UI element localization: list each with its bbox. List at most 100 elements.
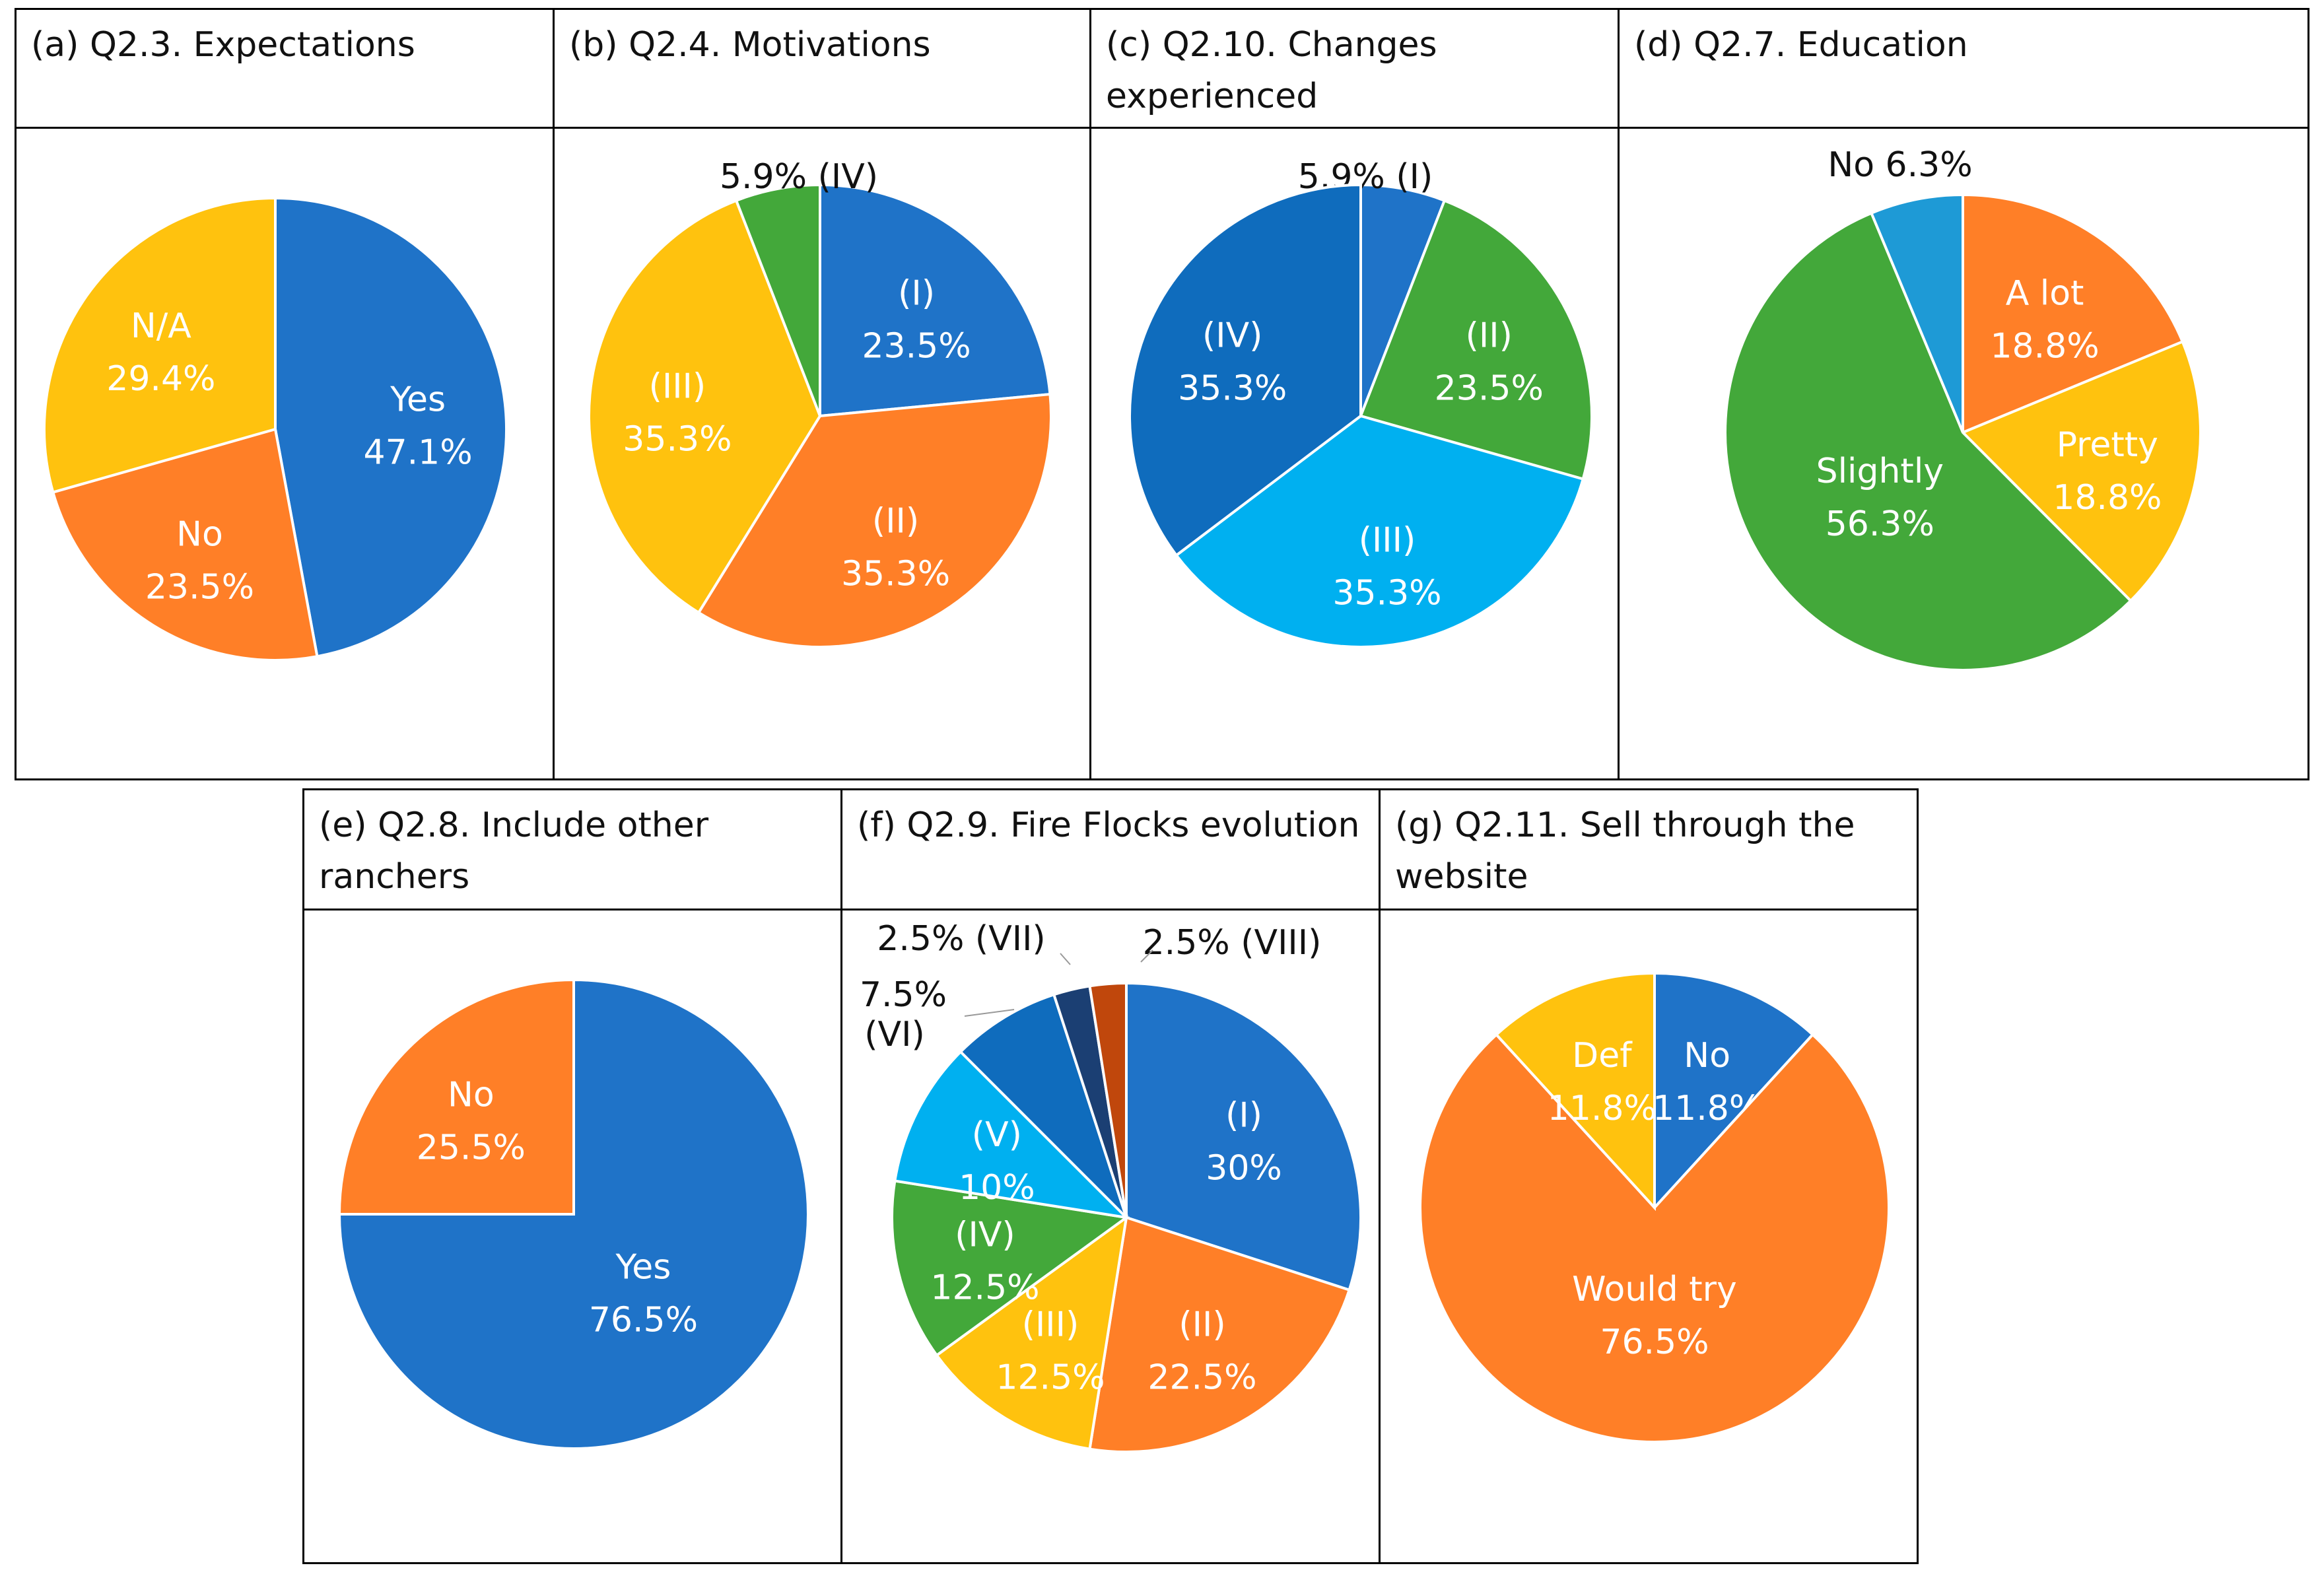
chart-panel-changes-experienced: (c) Q2.10. Changes experienced 5.9% (I)(… <box>1089 8 1620 780</box>
pie-chart: Yes 76.5% No 25.5% <box>337 978 809 1450</box>
pie-slice-2-5-viii <box>1088 981 1128 1218</box>
slice-label: (IV) <box>955 1215 1015 1254</box>
slice-label: Would try <box>1572 1270 1737 1309</box>
slice-label: No 6.3% <box>1828 145 1972 185</box>
slice-value-label: 47.1% <box>363 432 472 472</box>
pie-slice-iii <box>588 199 822 615</box>
slice-value-label: 11.8% <box>1548 1089 1657 1128</box>
chart-panel-expectations: (a) Q2.3. Expectations Yes 47.1% No 23.5% N/… <box>15 8 555 780</box>
slice-value-label: 22.5% <box>1147 1358 1256 1398</box>
slice-label: (III) <box>1022 1305 1079 1345</box>
pie-slice-ii <box>697 392 1052 648</box>
pie-slice-i <box>819 183 1052 418</box>
chart-panel-education: (d) Q2.7. Education A lot 18.8% Pretty 18.8… <box>1618 8 2309 780</box>
slice-label: No <box>176 514 223 554</box>
pie-slice-5-9-iv <box>734 183 821 417</box>
chart-panel-sell-through-website: (g) Q2.11. Sell through the website No 11… <box>1379 788 1919 1564</box>
slice-value-label: 35.3% <box>841 554 950 594</box>
slice-value-label: 12.5% <box>930 1268 1039 1307</box>
pie-chart: (I) 23.5% (II) 35.3% (III) 35.3% 5.9% (IV) <box>588 157 1052 648</box>
pie-slice-slightly <box>1724 211 2133 671</box>
slice-value-label: 35.3% <box>1178 368 1287 408</box>
pie-slice-yes <box>274 196 508 658</box>
pie-slice-no-6-3 <box>1869 193 1964 433</box>
slice-value-label: 25.5% <box>417 1128 526 1167</box>
leader-line <box>1140 949 1153 963</box>
chart-panel-motivations: (b) Q2.4. Motivations (I) 23.5% (II) 35.3%(… <box>553 8 1091 780</box>
slice-value-label: 23.5% <box>1435 368 1544 408</box>
pie-slice-no <box>51 427 319 662</box>
slice-label: (V) <box>972 1115 1022 1155</box>
leader-line <box>1060 953 1071 965</box>
pie-slice-v <box>893 1050 1130 1219</box>
slice-value-label: 56.3% <box>1826 504 1934 544</box>
slice-value-label: 35.3% <box>623 419 732 459</box>
slice-value-label: 76.5% <box>589 1300 698 1340</box>
slice-label: (IV) <box>1202 316 1262 355</box>
pie-slice-def <box>1494 971 1656 1212</box>
pie-slice-iv <box>891 1179 1130 1357</box>
pie-slice-ii <box>1088 1216 1351 1453</box>
slice-value-label: 30% <box>1206 1149 1282 1188</box>
slice-value-label: 76.5% <box>1600 1322 1709 1362</box>
pie-slice-pretty <box>1960 339 2202 603</box>
slice-value-label: 23.5% <box>145 567 254 607</box>
pie-slice-iii <box>1174 414 1585 648</box>
slice-label: (I) <box>898 274 935 314</box>
chart-title: (g) Q2.11. Sell through the website <box>1381 790 1917 910</box>
slice-label: 2.5% (VII) <box>877 919 1045 959</box>
slice-label: (VI) <box>864 1015 924 1054</box>
pie-slice-n-a <box>43 196 277 495</box>
slice-label: No <box>1684 1036 1730 1076</box>
chart-panel-fire-flocks-evolution: (f) Q2.9. Fire Flocks evolution (I) 30% (I… <box>840 788 1381 1564</box>
slice-label: (II) <box>872 501 919 541</box>
slice-label: 2.5% (VIII) <box>1143 923 1322 963</box>
pie-slice-i <box>1125 981 1362 1292</box>
slice-value-label: 29.4% <box>106 359 215 399</box>
slice-label: N/A <box>131 306 191 346</box>
slice-label: Slightly <box>1816 452 1944 491</box>
slice-label: (I) <box>1225 1096 1262 1136</box>
chart-title: (f) Q2.9. Fire Flocks evolution <box>842 790 1379 910</box>
pie-chart: Yes 47.1% No 23.5% N/A 29.4% <box>43 196 508 662</box>
slice-value-label: 35.3% <box>1332 573 1441 613</box>
chart-title: (c) Q2.10. Changes experienced <box>1091 10 1618 129</box>
chart-title: (a) Q2.3. Expectations <box>17 10 553 129</box>
pie-chart: 5.9% (I)(II)23.5%(III)35.3%(IV)35.3% <box>1128 157 1593 648</box>
slice-value-label: 12.5% <box>996 1358 1105 1398</box>
slice-label: Yes <box>390 380 446 419</box>
slice-label: (II) <box>1179 1305 1225 1345</box>
pie-slice-iii <box>935 1214 1128 1451</box>
chart-title: (b) Q2.4. Motivations <box>555 10 1089 129</box>
pie-slice-iv <box>1128 183 1362 557</box>
leader-line <box>964 1009 1015 1017</box>
pie-slice-would-try <box>1419 1033 1890 1443</box>
slice-label: A lot <box>2006 273 2084 313</box>
slice-value-label: 18.8% <box>1990 326 2099 366</box>
pie-slice-yes <box>337 978 809 1450</box>
pie-slice-5-9-i <box>1359 183 1447 417</box>
pie-slice-ii <box>1359 199 1593 481</box>
slice-label: 5.9% (IV) <box>720 157 878 197</box>
slice-value-label: 10% <box>959 1168 1035 1208</box>
pie-slice-a-lot <box>1962 193 2185 434</box>
slice-value-label: 23.5% <box>862 327 971 366</box>
pie-slice-no <box>1653 971 1815 1212</box>
slice-label: (II) <box>1466 316 1513 355</box>
slice-label: (III) <box>649 366 706 406</box>
chart-title: (d) Q2.7. Education <box>1620 10 2307 129</box>
slice-label: No <box>448 1075 495 1115</box>
slice-value-label: 18.8% <box>2053 478 2162 518</box>
slice-label: Yes <box>615 1247 671 1287</box>
slice-value-label: 7.5% <box>860 975 947 1015</box>
pie-chart: (I)30%(II)22.5%(III)12.5%(IV)12.5%(V)10%… <box>860 919 1362 1453</box>
slice-label: (III) <box>1359 520 1416 560</box>
pie-slice-vi <box>959 992 1128 1219</box>
slice-label: Pretty <box>2057 425 2158 465</box>
chart-title: (e) Q2.8. Include other ranchers <box>304 790 840 910</box>
chart-panel-include-other-ranchers: (e) Q2.8. Include other ranchers Yes 76.5… <box>302 788 842 1564</box>
pie-chart: A lot 18.8% Pretty 18.8% Slightly 56.3% No 6.3… <box>1724 145 2202 671</box>
slice-label: Def <box>1572 1036 1633 1076</box>
pie-slice-no <box>337 978 575 1216</box>
